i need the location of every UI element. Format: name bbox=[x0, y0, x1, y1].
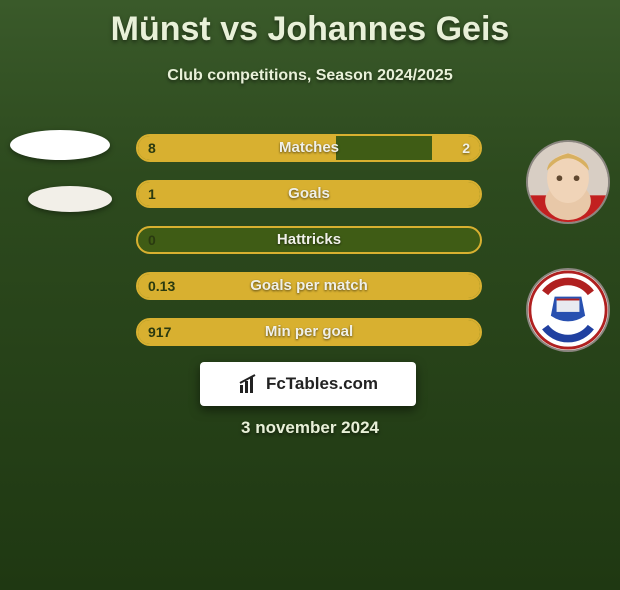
brand-box[interactable]: FcTables.com bbox=[200, 362, 416, 406]
brand-text: FcTables.com bbox=[266, 374, 378, 394]
bar-label: Hattricks bbox=[138, 228, 480, 252]
bar-value-right: 2 bbox=[462, 136, 470, 160]
player2-club-badge bbox=[526, 268, 610, 352]
bar-mpg: 917 Min per goal bbox=[136, 318, 482, 346]
bar-gpm: 0.13 Goals per match bbox=[136, 272, 482, 300]
stats-bars: 8 Matches 2 1 Goals 0 Hattricks 0.13 Goa… bbox=[136, 134, 482, 364]
bar-label: Goals per match bbox=[138, 274, 480, 298]
player1-club-badge bbox=[28, 186, 112, 212]
bar-label: Min per goal bbox=[138, 320, 480, 344]
bar-matches: 8 Matches 2 bbox=[136, 134, 482, 162]
bar-hattricks: 0 Hattricks bbox=[136, 226, 482, 254]
bar-label: Goals bbox=[138, 182, 480, 206]
player1-avatar bbox=[10, 130, 110, 160]
bar-label: Matches bbox=[138, 136, 480, 160]
bar-goals: 1 Goals bbox=[136, 180, 482, 208]
page-title: Münst vs Johannes Geis bbox=[0, 10, 620, 49]
chart-icon bbox=[238, 373, 260, 395]
date-text: 3 november 2024 bbox=[0, 418, 620, 438]
player2-avatar bbox=[526, 140, 610, 224]
page-subtitle: Club competitions, Season 2024/2025 bbox=[0, 67, 620, 85]
